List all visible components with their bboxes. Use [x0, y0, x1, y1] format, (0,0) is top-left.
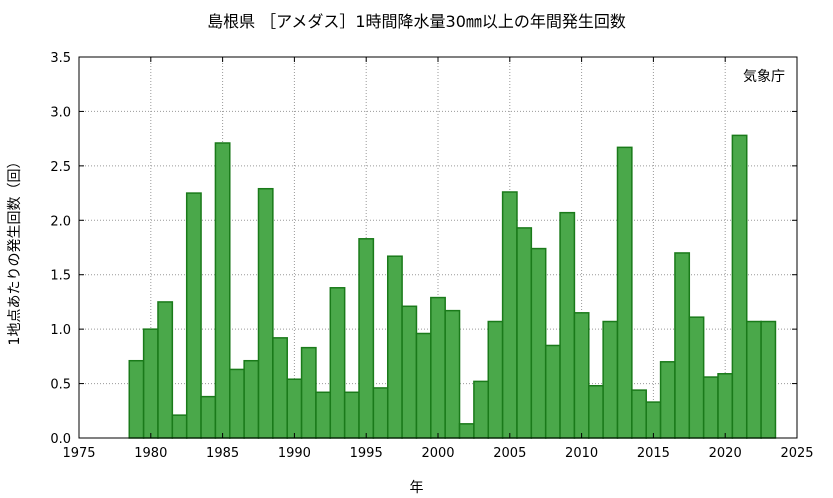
bar [473, 380, 490, 439]
x-tick-label: 2000 [421, 446, 454, 461]
bar [501, 191, 518, 439]
bar [760, 320, 777, 439]
y-tick-label: 3.0 [50, 105, 71, 120]
x-tick-label: 2020 [709, 446, 742, 461]
y-tick-label: 1.0 [50, 323, 71, 338]
y-tick-label: 2.0 [50, 214, 71, 229]
bar [171, 414, 188, 439]
source-note: 気象庁 [743, 69, 785, 85]
bar [358, 238, 375, 439]
bar [516, 227, 533, 439]
bar [559, 211, 576, 439]
bar [444, 309, 461, 439]
y-tick-label: 3.5 [50, 51, 71, 66]
bar [415, 332, 432, 439]
bar [386, 255, 403, 439]
bar [731, 134, 748, 439]
x-axis-label: 年 [409, 480, 424, 496]
bar [602, 320, 619, 439]
bar [458, 423, 475, 439]
x-tick-label: 2010 [565, 446, 598, 461]
bar [530, 247, 547, 439]
x-tick-label: 2005 [493, 446, 526, 461]
bar [214, 142, 231, 439]
bar [343, 391, 360, 439]
y-tick-label: 0.0 [50, 432, 71, 447]
x-tick-label: 1990 [278, 446, 311, 461]
bar [702, 376, 719, 439]
bar [717, 373, 734, 439]
bar [142, 328, 159, 439]
bar [272, 337, 288, 439]
bar [573, 312, 590, 439]
bar [157, 301, 174, 439]
bar [243, 359, 260, 439]
x-tick-label: 2025 [780, 446, 813, 461]
bar [185, 192, 202, 439]
bar [315, 391, 332, 439]
bar [128, 359, 145, 439]
bar [401, 305, 418, 439]
bar [659, 361, 676, 439]
bar [257, 187, 274, 439]
x-tick-label: 1980 [134, 446, 167, 461]
bar [631, 389, 647, 439]
y-tick-label: 0.5 [50, 378, 71, 393]
bar [430, 296, 446, 439]
bar [674, 252, 691, 439]
x-tick-label: 2015 [637, 446, 670, 461]
bar [688, 316, 705, 439]
bar [300, 346, 317, 439]
bar [745, 320, 762, 439]
y-tick-label: 2.5 [50, 160, 71, 175]
bar [588, 384, 604, 439]
bar [487, 320, 504, 439]
bar [544, 344, 561, 439]
x-tick-label: 1995 [350, 446, 383, 461]
y-tick-label: 1.5 [50, 269, 71, 284]
bar [200, 395, 217, 439]
bar [616, 146, 633, 439]
bar [286, 378, 303, 439]
bar [645, 401, 662, 439]
chart-title: 島根県 ［アメダス］1時間降水量30㎜以上の年間発生回数 [207, 12, 626, 31]
bar [329, 287, 346, 439]
x-tick-label: 1985 [206, 446, 239, 461]
x-tick-label: 1975 [62, 446, 95, 461]
bar [229, 368, 245, 439]
bar [372, 387, 389, 439]
